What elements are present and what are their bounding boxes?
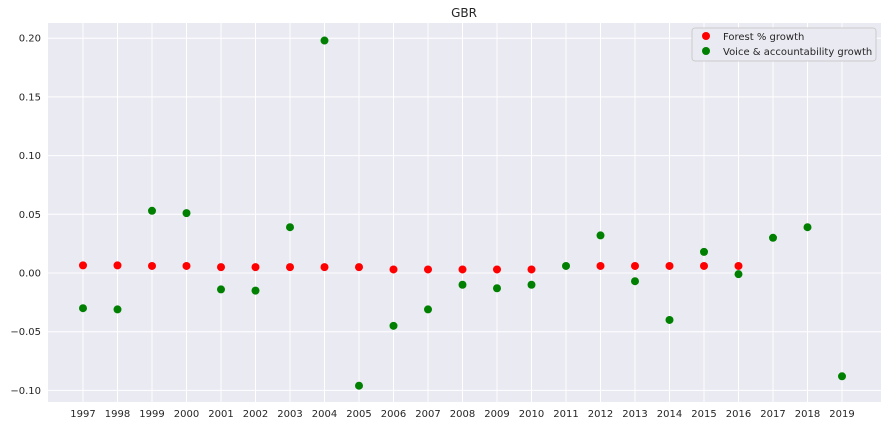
voice-accountability-point <box>148 206 156 215</box>
x-tick-label: 2002 <box>243 409 268 420</box>
voice-accountability-point <box>838 372 846 381</box>
forest-growth-point <box>527 265 536 274</box>
voice-accountability-point <box>769 233 777 242</box>
legend-label-voice: Voice & accountability growth <box>723 47 872 58</box>
x-tick-label: 2010 <box>519 409 544 420</box>
x-tick-label: 1999 <box>139 409 164 420</box>
forest-growth-point <box>493 265 501 274</box>
data-points <box>79 36 846 390</box>
voice-accountability-point <box>389 321 398 330</box>
x-tick-label: 2004 <box>312 409 337 420</box>
voice-accountability-point <box>665 315 674 324</box>
x-tick-label: 1997 <box>70 409 95 420</box>
voice-accountability-point <box>182 209 191 218</box>
y-tick-label: −0.10 <box>10 386 41 397</box>
forest-growth-point <box>182 261 191 270</box>
forest-growth-point <box>320 263 329 272</box>
voice-accountability-point <box>79 304 87 313</box>
forest-growth-point <box>424 265 432 274</box>
x-tick-label: 2006 <box>381 409 406 420</box>
forest-growth-point <box>355 263 363 272</box>
forest-growth-point <box>113 261 122 270</box>
legend-marker-forest <box>702 32 710 40</box>
forest-growth-point <box>217 263 225 272</box>
y-tick-label: 0.20 <box>19 34 41 45</box>
x-axis: 1997 1998 1999 2000 2001 2002 2003 2004 2005 2006… <box>70 409 854 420</box>
voice-accountability-point <box>458 280 467 289</box>
x-tick-label: 2001 <box>208 409 233 420</box>
forest-growth-point <box>286 263 294 272</box>
voice-accountability-point <box>320 36 329 45</box>
voice-accountability-point <box>596 231 605 240</box>
voice-accountability-point <box>113 305 122 314</box>
x-tick-label: 2015 <box>691 409 716 420</box>
legend: Forest % growth Voice & accountability g… <box>691 27 877 62</box>
voice-accountability-point <box>803 223 812 232</box>
forest-growth-point <box>251 263 260 272</box>
voice-accountability-point <box>562 261 570 270</box>
x-tick-label: 2000 <box>174 409 199 420</box>
voice-accountability-point <box>355 381 363 390</box>
voice-accountability-point <box>286 223 294 232</box>
x-tick-label: 1998 <box>105 409 130 420</box>
voice-accountability-point <box>493 284 501 293</box>
y-tick-label: 0.10 <box>19 151 41 162</box>
plot-background <box>48 23 881 402</box>
x-tick-label: 2014 <box>657 409 682 420</box>
voice-accountability-point <box>424 305 432 314</box>
x-tick-label: 2017 <box>760 409 785 420</box>
x-tick-label: 2008 <box>450 409 475 420</box>
grid-layer <box>48 23 881 402</box>
chart-title: GBR <box>451 6 477 20</box>
y-tick-label: 0.15 <box>19 92 41 103</box>
legend-box <box>691 27 877 62</box>
forest-growth-point <box>631 261 639 270</box>
legend-marker-voice <box>702 47 710 55</box>
forest-growth-point <box>596 261 605 270</box>
voice-accountability-point <box>631 277 639 286</box>
x-tick-label: 2019 <box>829 409 854 420</box>
y-tick-label: 0.05 <box>19 210 41 221</box>
forest-growth-point <box>148 261 156 270</box>
x-tick-label: 2003 <box>277 409 302 420</box>
x-tick-label: 2007 <box>415 409 440 420</box>
y-tick-label: −0.05 <box>10 327 41 338</box>
x-tick-label: 2009 <box>484 409 509 420</box>
forest-growth-point <box>458 265 467 274</box>
forest-growth-point <box>700 261 708 270</box>
x-tick-label: 2013 <box>622 409 647 420</box>
forest-growth-point <box>734 261 743 270</box>
voice-accountability-point <box>251 286 260 295</box>
forest-growth-point <box>389 265 398 274</box>
voice-accountability-point <box>527 280 536 289</box>
x-tick-label: 2018 <box>795 409 820 420</box>
x-tick-label: 2012 <box>588 409 613 420</box>
voice-accountability-point <box>217 285 225 294</box>
x-tick-label: 2011 <box>553 409 578 420</box>
y-tick-label: 0.00 <box>19 269 41 280</box>
forest-growth-point <box>665 261 674 270</box>
x-tick-label: 2005 <box>346 409 371 420</box>
voice-accountability-point <box>734 270 743 279</box>
voice-accountability-point <box>700 247 708 256</box>
legend-label-forest: Forest % growth <box>723 32 804 43</box>
forest-growth-point <box>79 261 87 270</box>
x-tick-label: 2016 <box>726 409 751 420</box>
y-axis: 0.20 0.15 0.10 0.05 0.00 −0.05 −0.10 <box>10 34 41 397</box>
